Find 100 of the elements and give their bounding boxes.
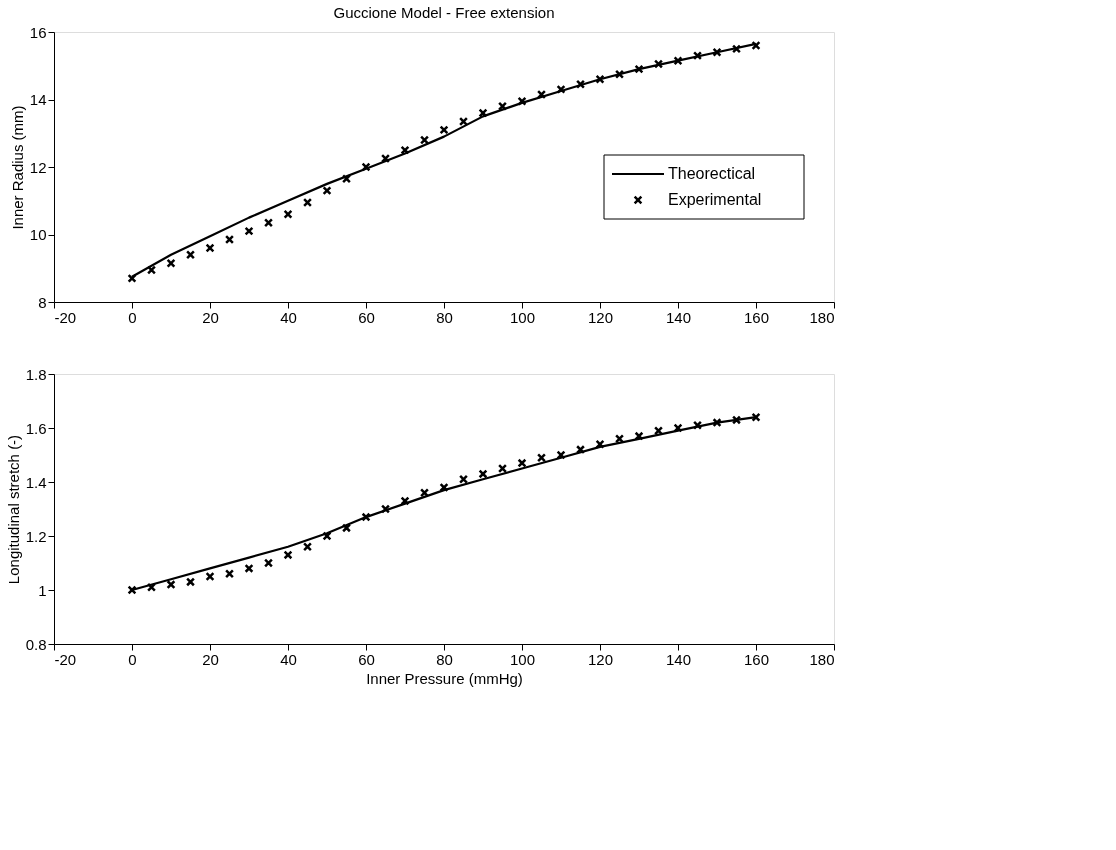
point <box>439 482 449 492</box>
x-tick-label: 0 <box>128 308 137 326</box>
point <box>224 234 235 245</box>
point <box>517 96 527 106</box>
point <box>653 426 664 436</box>
chart-title: Guccione Model - Free extension <box>333 4 555 21</box>
x-tick-label: 100 <box>509 308 536 326</box>
point <box>185 577 196 587</box>
y-tick-label: 12 <box>29 158 47 176</box>
point <box>634 64 644 74</box>
point <box>224 569 235 579</box>
point <box>361 512 371 522</box>
point <box>380 153 391 164</box>
x-tick-label: 140 <box>665 308 692 326</box>
point <box>536 453 547 463</box>
point <box>244 563 254 573</box>
point <box>439 125 449 135</box>
point <box>361 162 371 172</box>
point <box>595 439 605 449</box>
point <box>634 431 644 441</box>
point <box>712 418 722 428</box>
point <box>536 89 547 100</box>
y-tick-label: 0.8 <box>25 635 47 653</box>
x-tick-label: 160 <box>743 650 770 668</box>
point <box>146 582 157 592</box>
point <box>731 415 742 425</box>
y-axis-title: Longitudinal stretch (-) <box>4 434 22 585</box>
y-tick-label: 16 <box>29 23 47 41</box>
x-tick-label: -20 <box>54 650 77 668</box>
point <box>731 44 742 54</box>
point <box>575 445 586 455</box>
point <box>497 101 508 111</box>
point <box>653 59 664 69</box>
y-tick-label: 1.4 <box>25 473 47 491</box>
y-tick-label: 1.6 <box>25 419 47 437</box>
point <box>614 434 625 444</box>
point <box>322 186 332 196</box>
point <box>673 423 683 433</box>
point <box>166 258 176 268</box>
y-tick-label: 14 <box>29 91 47 108</box>
x-tick-label: 120 <box>587 650 614 668</box>
y-tick-label: 10 <box>29 226 47 243</box>
x-tick-label: 40 <box>280 650 297 668</box>
point <box>263 218 274 228</box>
point <box>517 458 527 468</box>
y-axis-title: Inner Radius (mm) <box>8 105 26 230</box>
point <box>595 74 605 84</box>
point <box>185 250 196 260</box>
point <box>283 550 293 560</box>
y-tick-label: 1.8 <box>25 365 47 383</box>
point <box>302 197 313 208</box>
x-axis-title: Inner Pressure (mmHg) <box>366 669 523 687</box>
y-tick-label: 1.2 <box>25 527 47 545</box>
point <box>419 135 430 145</box>
point <box>458 116 469 127</box>
point <box>205 571 215 582</box>
point <box>673 56 683 66</box>
x-tick-label: 60 <box>358 650 375 668</box>
point <box>166 580 176 590</box>
point <box>400 496 410 506</box>
x-tick-label: 120 <box>587 308 614 326</box>
point <box>497 463 508 474</box>
legend-label: Experimental <box>668 191 762 208</box>
point <box>380 504 391 514</box>
point <box>341 174 352 184</box>
x-tick-label: -20 <box>54 308 77 326</box>
x-tick-label: 180 <box>809 650 835 668</box>
point <box>400 145 410 155</box>
point <box>127 585 137 595</box>
point <box>478 469 488 479</box>
point <box>692 51 703 61</box>
point <box>419 488 430 498</box>
point <box>575 79 586 89</box>
x-tick-label: 180 <box>809 308 835 326</box>
point <box>556 450 566 460</box>
point <box>302 542 313 552</box>
x-tick-label: 80 <box>436 650 453 668</box>
point <box>692 420 703 430</box>
point <box>205 243 215 253</box>
x-tick-label: 160 <box>743 308 770 326</box>
point <box>283 209 293 219</box>
point <box>478 108 488 118</box>
point <box>341 523 352 533</box>
point <box>244 226 254 236</box>
point <box>712 47 722 57</box>
point <box>556 84 566 94</box>
x-tick-label: 100 <box>509 650 536 668</box>
x-tick-label: 140 <box>665 650 692 668</box>
x-tick-label: 80 <box>436 308 453 326</box>
point <box>458 474 469 484</box>
y-tick-label: 1 <box>38 581 47 599</box>
x-tick-label: 0 <box>128 650 137 668</box>
point <box>146 265 157 275</box>
point <box>751 412 761 422</box>
x-tick-label: 60 <box>358 308 375 326</box>
x-tick-label: 20 <box>202 308 219 326</box>
point <box>322 531 332 541</box>
y-tick-label: 8 <box>38 293 47 311</box>
legend-label: Theorectical <box>668 165 756 182</box>
x-tick-label: 40 <box>280 308 297 326</box>
